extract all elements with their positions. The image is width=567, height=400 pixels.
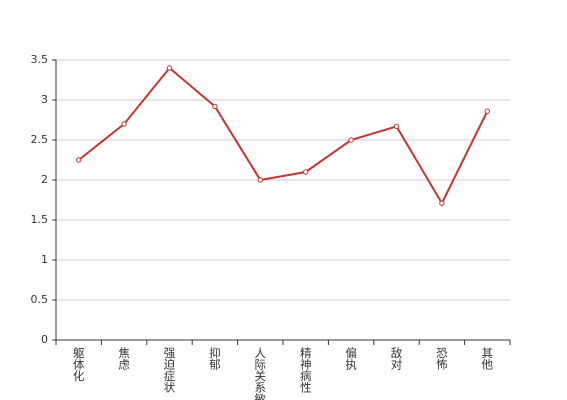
point <box>393 123 400 130</box>
point <box>439 200 445 206</box>
point <box>166 65 173 71</box>
line <box>78 66 489 206</box>
x-tick-label: 其他 <box>480 347 494 370</box>
point <box>76 157 82 163</box>
y-tick-label: 1.5 <box>31 213 49 226</box>
point <box>348 137 354 143</box>
y-tick-label: 0.5 <box>31 293 49 306</box>
x-tick-label: 精神病性 <box>299 347 313 394</box>
point <box>303 169 309 175</box>
y-tick-label: 3.5 <box>31 53 49 66</box>
x-tick-label: 躯体化 <box>72 347 86 382</box>
y-tick-label: 2 <box>41 173 48 186</box>
x-tick-label: 人际关系敏感 <box>253 347 267 400</box>
y-tick-label: 1 <box>41 253 48 266</box>
x-tick-label: 恐怖 <box>435 347 449 370</box>
x-tick-label: 强迫症状 <box>163 347 177 393</box>
point <box>212 103 218 110</box>
x-tick-label: 抑郁 <box>208 346 222 370</box>
x-tick-label: 敌对 <box>390 346 404 370</box>
point <box>484 108 490 114</box>
y-tick-label: 2.5 <box>31 133 49 146</box>
y-tick-label: 0 <box>41 333 48 346</box>
x-tick-label: 焦虑 <box>117 347 131 370</box>
x-tick-label: 偏执 <box>344 346 358 371</box>
point <box>257 177 263 183</box>
y-tick-label: 3 <box>41 93 48 106</box>
point <box>121 121 127 127</box>
